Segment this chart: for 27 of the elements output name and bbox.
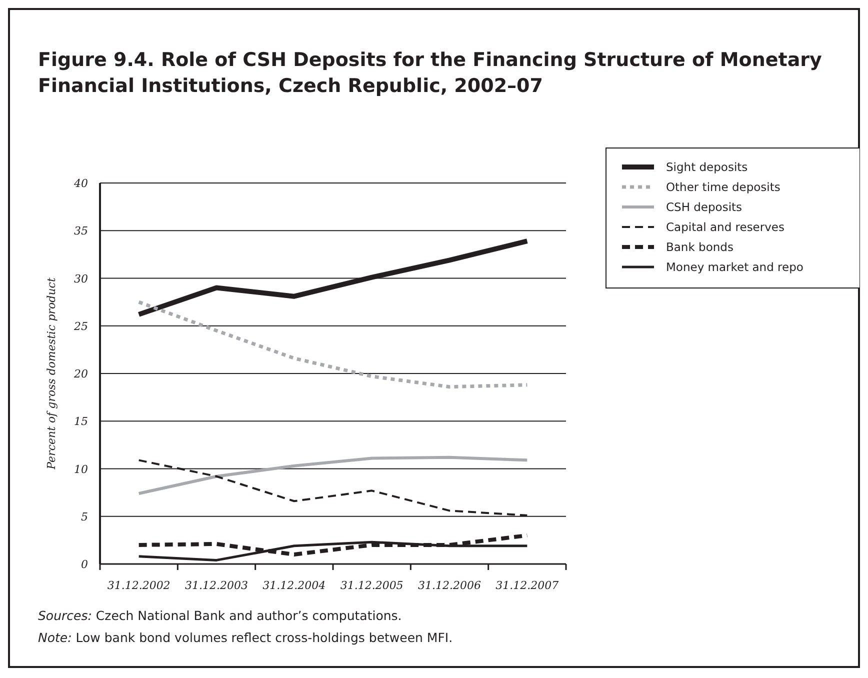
y-tick-label: 5	[81, 510, 88, 524]
chart-title: Figure 9.4. Role of CSH Deposits for the Financing Structure of Monetary Financial Institutions, Czech Republic, 2002–07	[38, 49, 823, 97]
legend-label: Bank bonds	[666, 240, 734, 254]
line-series	[137, 300, 529, 389]
x-tick-label: 31.12.2007	[496, 579, 559, 592]
y-tick-label: 20	[73, 368, 88, 380]
x-tick-label: 31.12.2003	[185, 579, 248, 592]
y-axis-title: Percent of gross domestic product	[45, 277, 58, 470]
legend-label: Capital and reserves	[666, 220, 784, 234]
legend-label: Sight deposits	[666, 160, 748, 174]
x-tick-label: 31.12.2006	[418, 579, 481, 592]
legend-label: Other time deposits	[666, 180, 780, 194]
legend-label: Money market and repo	[666, 260, 804, 274]
y-tick-label: 25	[73, 320, 88, 333]
y-tick-label: 40	[73, 177, 88, 190]
x-tick-label: 31.12.2004	[262, 579, 326, 592]
y-tick-label: 0	[81, 558, 88, 571]
line-series	[137, 456, 529, 496]
legend-label: CSH deposits	[666, 200, 742, 214]
source-note: Sources: Czech National Bank and author’s computations.	[38, 608, 402, 623]
x-tick-label: 31.12.2002	[107, 579, 170, 592]
text: Note: Low bank bond volumes reflect cross-holdings between MFI.	[38, 630, 453, 645]
y-tick-label: 15	[74, 415, 88, 428]
y-tick-label: 10	[74, 462, 88, 476]
y-tick-label: 35	[74, 224, 88, 238]
y-tick-label: 30	[74, 272, 88, 286]
x-tick-label: 31.12.2005	[340, 579, 404, 592]
